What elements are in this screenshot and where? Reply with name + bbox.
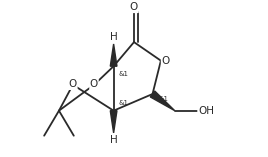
- Text: &1: &1: [118, 100, 128, 106]
- Text: H: H: [110, 32, 117, 42]
- Text: O: O: [69, 79, 77, 89]
- Text: O: O: [161, 56, 170, 66]
- Text: &1: &1: [158, 96, 168, 102]
- Text: H: H: [110, 135, 117, 145]
- Polygon shape: [110, 44, 117, 66]
- Text: &1: &1: [118, 71, 128, 77]
- Polygon shape: [110, 111, 117, 133]
- Text: O: O: [90, 79, 98, 89]
- Text: OH: OH: [198, 106, 214, 116]
- Text: O: O: [130, 3, 138, 13]
- Polygon shape: [150, 91, 175, 111]
